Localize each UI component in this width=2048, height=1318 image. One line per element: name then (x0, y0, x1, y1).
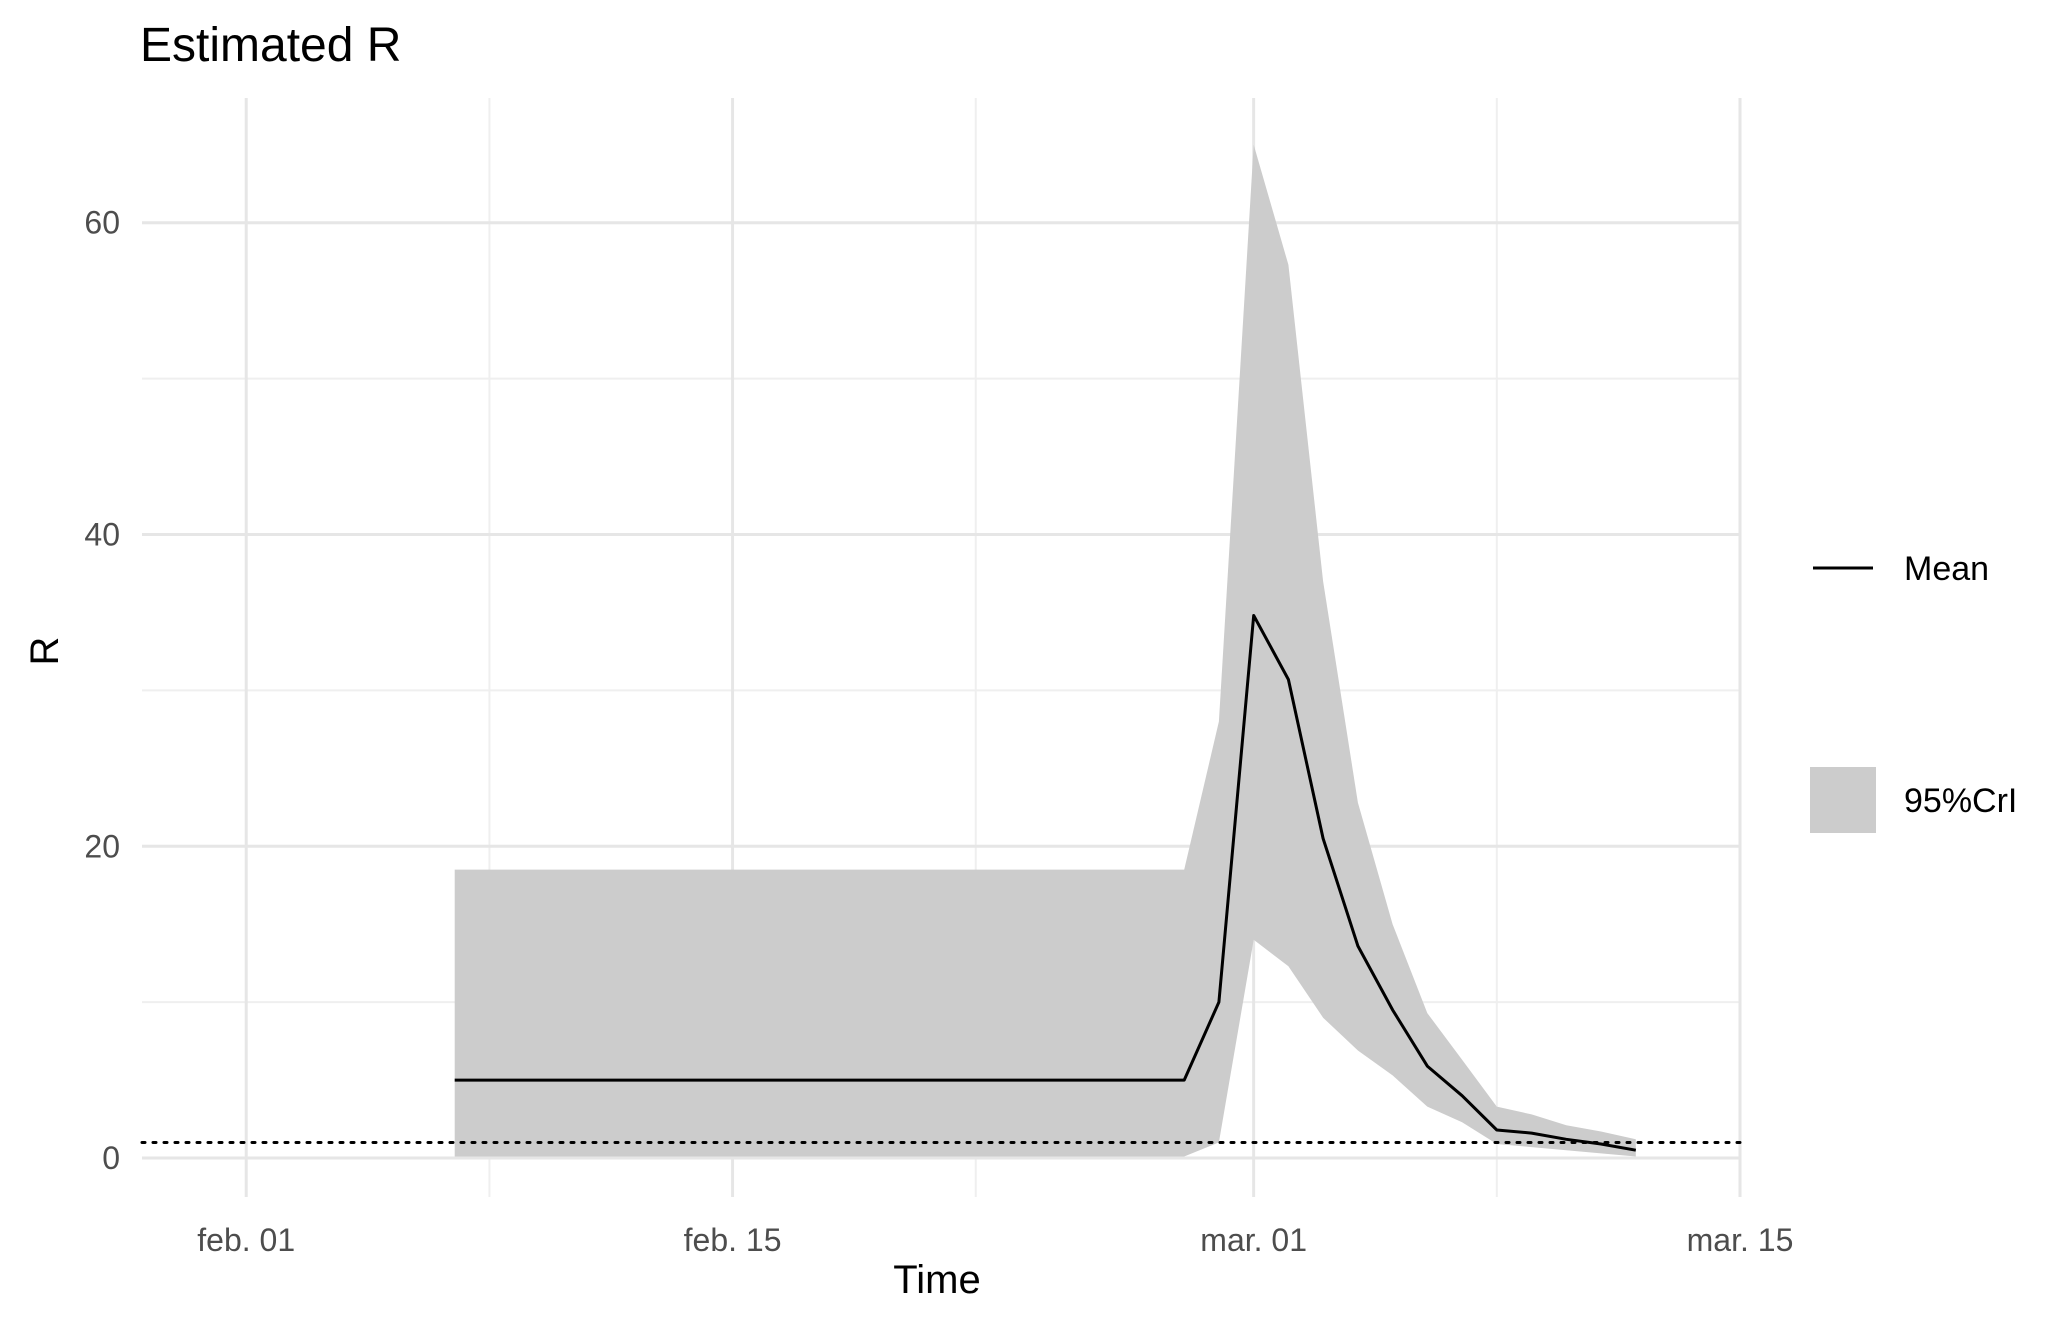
ribbon-layer (454, 144, 1636, 1157)
chart-title: Estimated R (140, 19, 401, 72)
mean-line (454, 614, 1637, 1152)
x-tick-label: feb. 01 (197, 1222, 295, 1258)
credible-interval-ribbon (454, 144, 1636, 1157)
series-layer (454, 614, 1637, 1152)
y-tick-label: 20 (84, 828, 120, 864)
y-axis-title: R (23, 637, 67, 666)
legend-label: Mean (1904, 550, 1989, 588)
legend-label: 95%CrI (1904, 782, 2017, 820)
legend: Mean 95%CrI (1810, 550, 2017, 833)
x-axis-title: Time (893, 1258, 980, 1302)
x-axis-ticks: feb. 01 feb. 15 mar. 01 mar. 15 (197, 1222, 1793, 1258)
y-axis-ticks: 0 20 40 60 (84, 205, 120, 1176)
x-tick-label: feb. 15 (684, 1222, 782, 1258)
x-tick-label: mar. 01 (1200, 1222, 1307, 1258)
legend-key-ribbon (1810, 767, 1876, 833)
y-tick-label: 60 (84, 205, 120, 241)
x-tick-label: mar. 15 (1687, 1222, 1794, 1258)
y-tick-label: 0 (102, 1140, 120, 1176)
y-tick-label: 40 (84, 516, 120, 552)
